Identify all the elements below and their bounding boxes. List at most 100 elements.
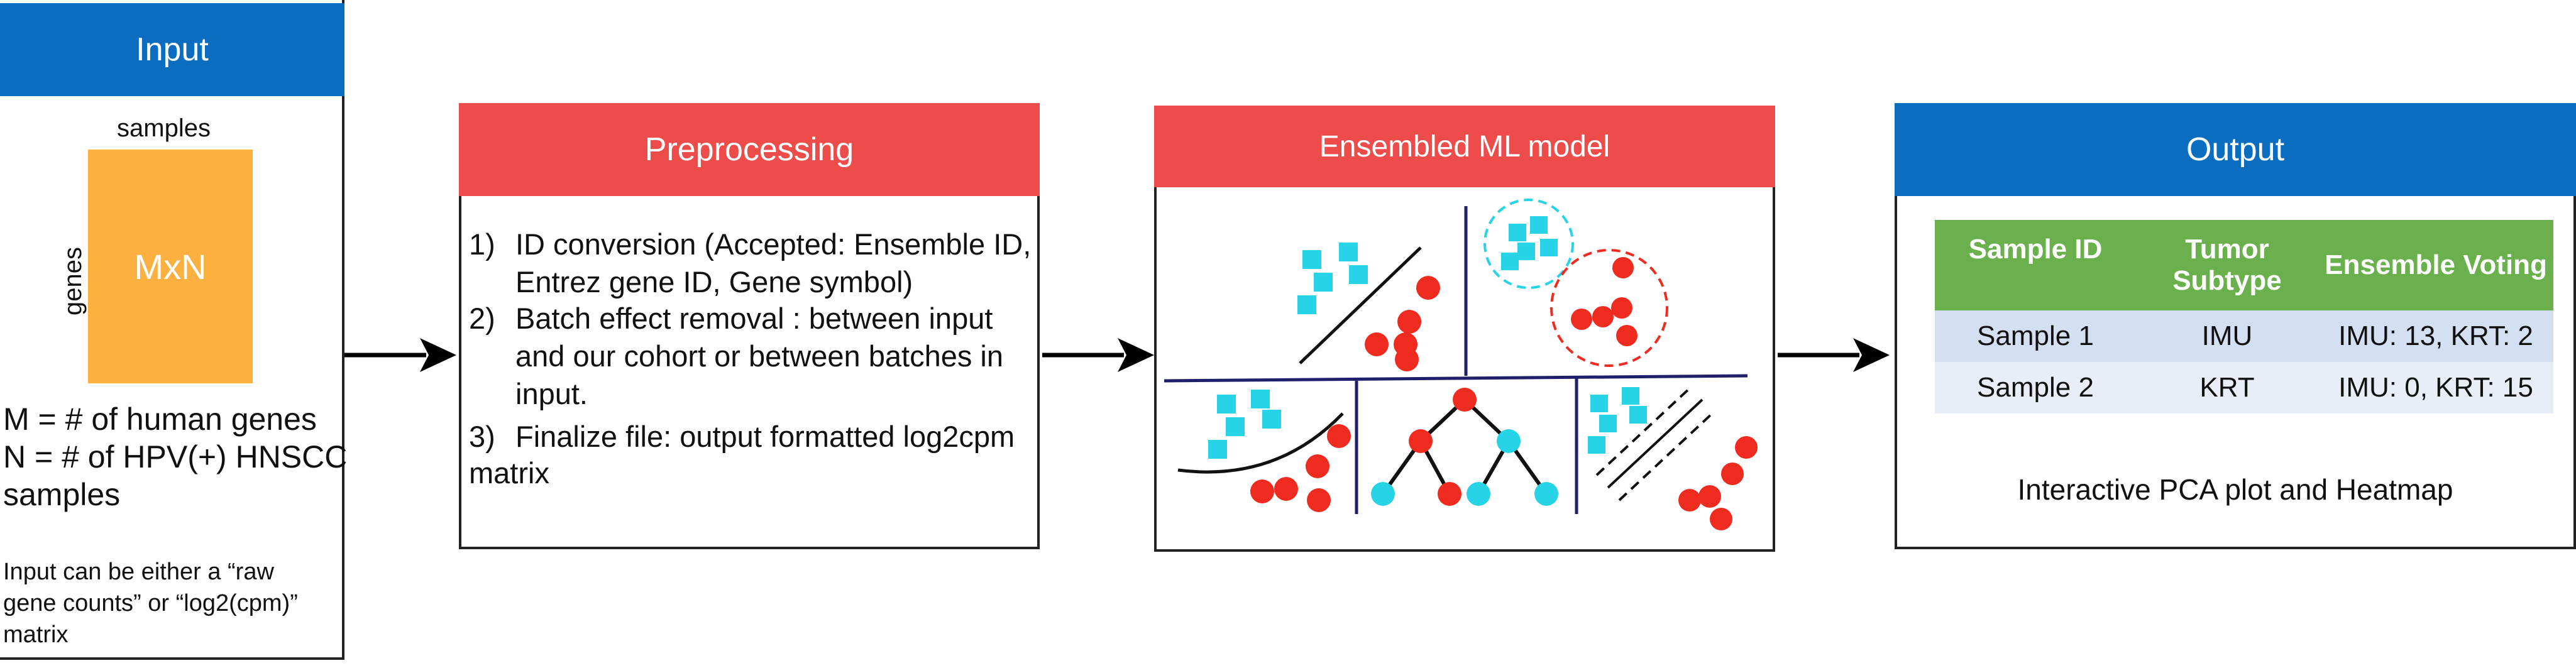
cyan-square xyxy=(1339,243,1358,261)
red-point xyxy=(1307,488,1331,512)
red-point xyxy=(1592,306,1614,327)
red-point xyxy=(1365,332,1389,356)
step-2-number: 2) xyxy=(469,302,495,335)
definition-m: M = # of human genes xyxy=(3,402,317,437)
output-header: Output xyxy=(1895,103,2576,196)
decision-tree-quadrant xyxy=(1371,388,1558,506)
tree-node-cyan xyxy=(1371,482,1395,506)
arrow-input-to-preprocessing xyxy=(344,338,456,372)
step-1-number: 1) xyxy=(469,227,495,261)
cyan-square xyxy=(1588,436,1605,454)
cyan-square xyxy=(1297,295,1316,314)
curve-classifier-quadrant xyxy=(1177,390,1351,512)
red-point xyxy=(1678,489,1701,512)
margin-line xyxy=(1618,411,1715,501)
step-2-line2: and our cohort or between batches in xyxy=(515,339,1004,373)
cyan-square xyxy=(1501,253,1519,270)
red-point xyxy=(1735,436,1758,459)
genes-label: genes xyxy=(58,247,87,315)
output-table-header-row: Sample ID Tumor Subtype Ensemble Voting xyxy=(1935,220,2553,310)
cyan-square xyxy=(1217,395,1236,413)
red-point xyxy=(1416,276,1440,300)
clustering-quadrant xyxy=(1483,199,1668,367)
preprocessing-header: Preprocessing xyxy=(459,103,1040,196)
output-table: Sample ID Tumor Subtype Ensemble Voting … xyxy=(1935,220,2553,413)
definition-n-line1: N = # of HPV(+) HNSCC xyxy=(3,439,348,474)
cell-sample-id: Sample 2 xyxy=(1935,362,2136,413)
cyan-square xyxy=(1517,243,1535,260)
step-2-line1: Batch effect removal : between input xyxy=(515,302,993,335)
input-header: Input xyxy=(0,3,344,96)
arrow-model-to-output xyxy=(1778,338,1890,372)
step-3-number: 3) xyxy=(469,420,495,453)
header-tumor-subtype: Tumor Subtype xyxy=(2136,220,2318,310)
cyan-square xyxy=(1540,239,1558,256)
step-3-line1: Finalize file: output formatted log2cpm xyxy=(515,420,1015,453)
red-point xyxy=(1616,325,1638,346)
decision-line xyxy=(1299,246,1422,364)
output-title: Output xyxy=(2186,131,2285,168)
cyan-cluster-boundary xyxy=(1483,199,1574,289)
cyan-square xyxy=(1622,387,1639,405)
arrow-preprocessing-to-model xyxy=(1042,338,1154,372)
input-note-line3: matrix xyxy=(3,621,69,648)
red-point xyxy=(1611,297,1632,319)
table-row: Sample 2 KRT IMU: 0, KRT: 15 xyxy=(1935,362,2553,413)
header-tumor-subtype-line1: Tumor xyxy=(2185,234,2269,265)
definition-n-line2: samples xyxy=(3,477,121,512)
red-point xyxy=(1395,348,1419,371)
tree-node-red xyxy=(1409,429,1433,453)
output-caption: Interactive PCA plot and Heatmap xyxy=(2017,473,2453,506)
tree-node-red xyxy=(1453,388,1477,412)
divider-horizontal xyxy=(1164,374,1748,383)
cell-subtype: KRT xyxy=(2136,362,2318,413)
cell-sample-id: Sample 1 xyxy=(1935,310,2136,362)
cell-subtype: IMU xyxy=(2136,310,2318,362)
red-point xyxy=(1721,463,1744,485)
header-sample-id: Sample ID xyxy=(1935,220,2136,310)
cyan-square xyxy=(1208,440,1227,459)
model-illustration xyxy=(1164,199,1758,530)
matrix-label: MxN xyxy=(134,246,207,287)
cyan-square xyxy=(1509,224,1526,241)
model-header: Ensembled ML model xyxy=(1154,106,1775,187)
step-3-line2: matrix xyxy=(469,456,549,490)
step-2-line3: input. xyxy=(515,377,588,410)
red-point xyxy=(1327,424,1351,448)
tree-node-cyan xyxy=(1497,429,1521,453)
red-point xyxy=(1571,309,1592,330)
tree-node-cyan xyxy=(1467,482,1490,506)
cyan-square xyxy=(1302,250,1321,269)
cyan-square xyxy=(1226,417,1245,436)
svm-quadrant xyxy=(1588,386,1758,530)
cyan-square xyxy=(1349,265,1368,284)
cyan-square xyxy=(1314,273,1333,292)
step-1-line1: ID conversion (Accepted: Ensemble ID, xyxy=(515,227,1032,261)
cell-voting: IMU: 0, KRT: 15 xyxy=(2318,362,2553,413)
red-point xyxy=(1612,257,1634,278)
cyan-square xyxy=(1262,410,1281,429)
tree-node-cyan xyxy=(1534,482,1558,506)
cyan-square xyxy=(1629,406,1647,424)
svm-hyperplane xyxy=(1607,398,1704,489)
red-point xyxy=(1250,479,1274,503)
input-note-line1: Input can be either a “raw xyxy=(3,559,274,585)
header-tumor-subtype-line2: Subtype xyxy=(2172,265,2282,296)
red-cluster-boundary xyxy=(1550,249,1668,367)
cyan-square xyxy=(1599,415,1617,432)
matrix-block: MxN xyxy=(88,150,253,383)
tree-node-red xyxy=(1438,482,1461,506)
cell-voting: IMU: 13, KRT: 2 xyxy=(2318,310,2553,362)
cyan-square xyxy=(1590,395,1608,412)
preprocessing-title: Preprocessing xyxy=(644,131,854,168)
step-1-line2: Entrez gene ID, Gene symbol) xyxy=(515,265,913,298)
red-point xyxy=(1274,477,1298,501)
cyan-square xyxy=(1251,390,1270,408)
margin-line xyxy=(1595,386,1692,476)
red-point xyxy=(1710,508,1732,530)
samples-label: samples xyxy=(117,114,211,142)
input-note-line2: gene counts” or “log2(cpm)” xyxy=(3,590,298,616)
linear-classifier-quadrant xyxy=(1297,243,1440,371)
red-point xyxy=(1698,485,1721,508)
model-title: Ensembled ML model xyxy=(1319,129,1610,163)
